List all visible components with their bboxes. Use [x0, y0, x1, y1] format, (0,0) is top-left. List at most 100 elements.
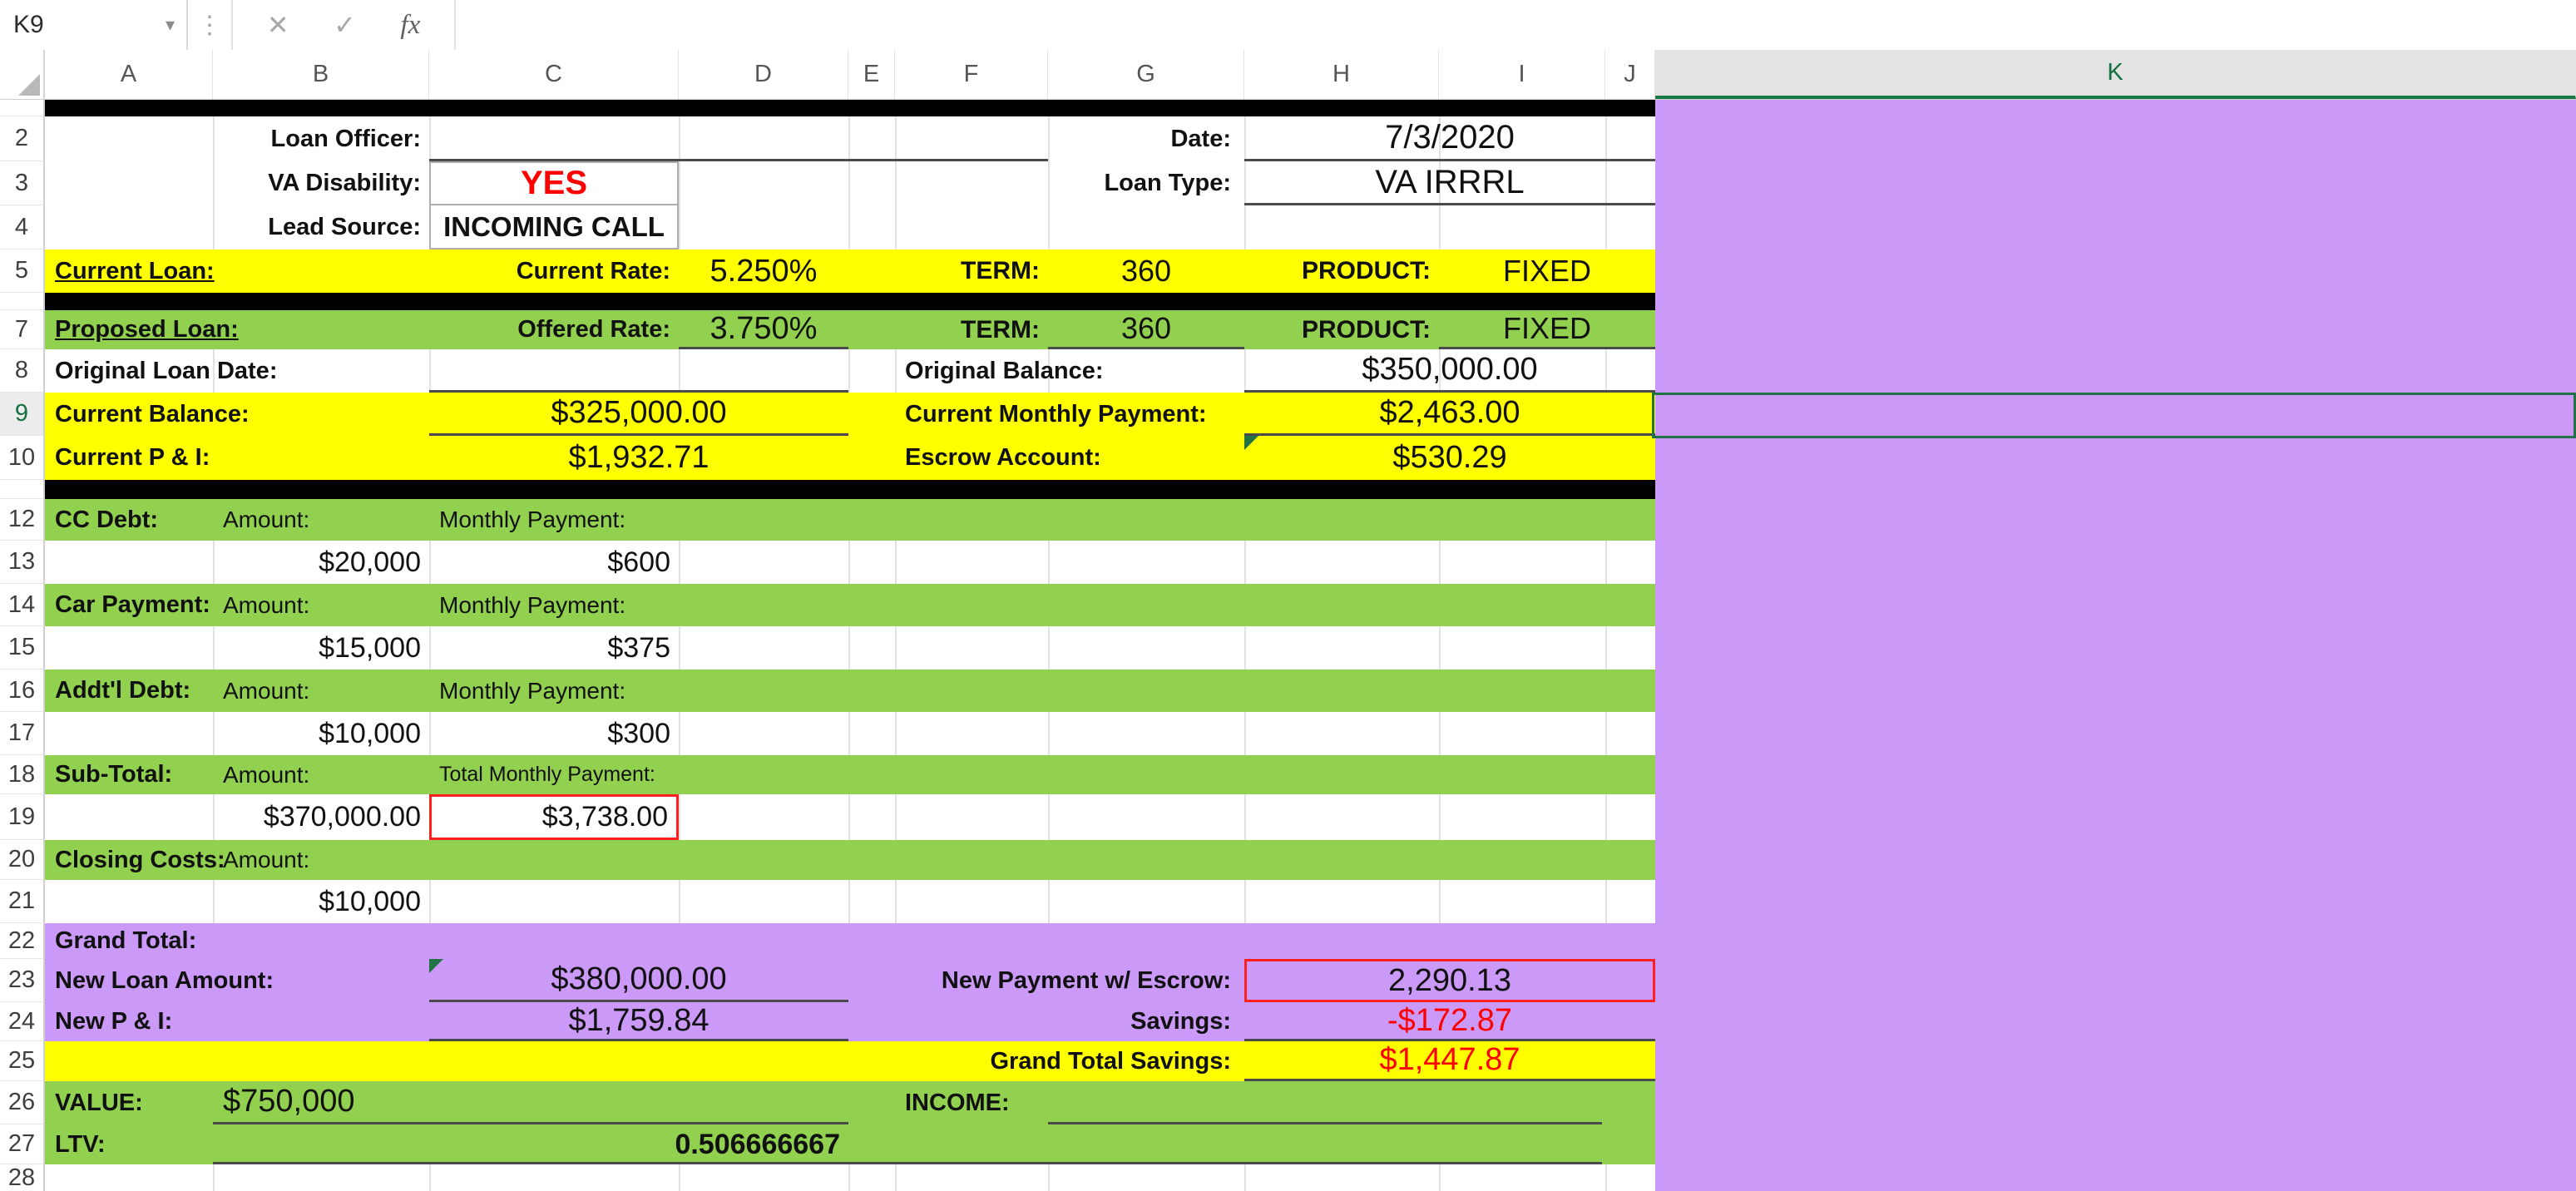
row-header-14[interactable]: 14 [0, 584, 45, 626]
cc-debt-payment-cell[interactable]: $600 [607, 546, 670, 578]
addtl-debt-amount-label-cell[interactable]: Amount: [223, 677, 310, 704]
proposed-product-label-cell[interactable]: PRODUCT: [1302, 315, 1431, 343]
original-balance-label-cell[interactable]: Original Balance: [905, 357, 1104, 384]
value-value-cell[interactable]: $750,000 [213, 1081, 848, 1124]
current-pi-value-cell[interactable]: $1,932.71 [568, 440, 710, 475]
enter-icon[interactable]: ✓ [334, 10, 356, 40]
cancel-icon[interactable]: ✕ [266, 10, 289, 40]
column-header-f[interactable]: F [895, 50, 1048, 99]
new-pi-label-cell[interactable]: New P & I: [55, 1008, 173, 1035]
savings-label-cell[interactable]: Savings: [1130, 1008, 1231, 1035]
value-label-cell[interactable]: VALUE: [55, 1089, 143, 1116]
row-header-26[interactable]: 26 [0, 1081, 45, 1124]
new-loan-amount-value-cell[interactable]: $380,000.00 [429, 959, 848, 1002]
subtotal-amount-label-cell[interactable]: Amount: [223, 761, 310, 788]
row-header-28[interactable]: 28 [0, 1164, 45, 1191]
va-disability-label-cell[interactable]: VA Disability: [268, 170, 421, 196]
subtotal-amount-cell[interactable]: $370,000.00 [263, 801, 421, 833]
date-label-cell[interactable]: Date: [1170, 125, 1231, 152]
ltv-value-cell[interactable]: 0.506666667 [675, 1128, 840, 1160]
date-value-cell[interactable]: 7/3/2020 [1244, 116, 1655, 161]
column-header-i[interactable]: I [1439, 50, 1605, 99]
row-header-25[interactable]: 25 [0, 1041, 45, 1081]
row-header-17[interactable]: 17 [0, 712, 45, 755]
loan-officer-label-cell[interactable]: Loan Officer: [270, 125, 421, 152]
subtotal-payment-label-cell[interactable]: Total Monthly Payment: [439, 763, 655, 786]
original-loan-date-input-cell[interactable] [429, 349, 848, 393]
row-header-13[interactable]: 13 [0, 541, 45, 584]
current-rate-label-cell[interactable]: Current Rate: [516, 257, 670, 284]
row-header-2[interactable]: 2 [0, 116, 45, 161]
insert-function-icon[interactable]: fx [400, 9, 421, 40]
current-balance-label-cell[interactable]: Current Balance: [55, 400, 250, 427]
cc-debt-amount-cell[interactable]: $20,000 [319, 546, 421, 578]
closing-costs-name-cell[interactable]: Closing Costs: [55, 846, 225, 873]
lead-source-value-cell[interactable]: INCOMING CALL [429, 205, 679, 250]
current-term-value-cell[interactable]: 360 [1120, 254, 1172, 288]
column-header-c[interactable]: C [429, 50, 679, 99]
va-disability-value-cell[interactable]: YES [429, 161, 679, 205]
new-loan-amount-label-cell[interactable]: New Loan Amount: [55, 966, 274, 994]
name-box[interactable]: K9 ▾ [0, 0, 188, 50]
row-header-8[interactable]: 8 [0, 349, 45, 393]
addtl-debt-payment-cell[interactable]: $300 [607, 717, 670, 749]
original-balance-value-cell[interactable]: $350,000.00 [1244, 349, 1655, 393]
grand-total-savings-label-cell[interactable]: Grand Total Savings: [990, 1047, 1231, 1075]
current-rate-value-cell[interactable]: 5.250% [710, 253, 818, 289]
proposed-term-label-cell[interactable]: TERM: [961, 315, 1040, 343]
loan-type-label-cell[interactable]: Loan Type: [1104, 170, 1231, 196]
row-header-22[interactable]: 22 [0, 923, 45, 959]
car-payment-payment-label-cell[interactable]: Monthly Payment: [439, 591, 626, 618]
current-term-label-cell[interactable]: TERM: [961, 257, 1040, 284]
row-header-15[interactable]: 15 [0, 626, 45, 670]
ltv-label-cell[interactable]: LTV: [55, 1130, 106, 1158]
name-box-dropdown-icon[interactable]: ▾ [165, 14, 175, 35]
column-k-purple-fill[interactable] [1655, 100, 2576, 1191]
closing-costs-amount-label-cell[interactable]: Amount: [223, 847, 310, 872]
row-header-3[interactable]: 3 [0, 161, 45, 205]
column-header-j[interactable]: J [1605, 50, 1655, 99]
car-payment-amount-label-cell[interactable]: Amount: [223, 591, 310, 618]
escrow-label-cell[interactable]: Escrow Account: [905, 444, 1101, 471]
car-payment-amount-cell[interactable]: $15,000 [319, 631, 421, 664]
current-monthly-payment-value-cell[interactable]: $2,463.00 [1244, 393, 1655, 436]
select-all-corner[interactable] [0, 50, 45, 99]
row-header-23[interactable]: 23 [0, 959, 45, 1002]
new-payment-label-cell[interactable]: New Payment w/ Escrow: [941, 966, 1231, 994]
row-header-21[interactable]: 21 [0, 880, 45, 923]
column-header-g[interactable]: G [1048, 50, 1244, 99]
current-loan-section-cell[interactable]: Current Loan: [55, 257, 215, 284]
subtotal-payment-cell-highlighted[interactable]: $3,738.00 [429, 794, 679, 840]
savings-value-cell[interactable]: -$172.87 [1244, 1002, 1655, 1041]
closing-costs-amount-cell[interactable]: $10,000 [319, 885, 421, 917]
current-balance-value-cell[interactable]: $325,000.00 [429, 393, 848, 436]
row-header-16[interactable]: 16 [0, 670, 45, 712]
row-header-18[interactable]: 18 [0, 755, 45, 794]
current-product-value-cell[interactable]: FIXED [1502, 254, 1591, 288]
column-header-k-selected[interactable]: K [1655, 50, 2576, 99]
income-input-cell[interactable] [1048, 1081, 1602, 1124]
current-product-label-cell[interactable]: PRODUCT: [1302, 257, 1431, 284]
new-payment-value-cell-highlighted[interactable]: 2,290.13 [1244, 959, 1655, 1002]
row-header-20[interactable]: 20 [0, 840, 45, 880]
loan-officer-input-cell[interactable] [429, 116, 1048, 161]
row-header-19[interactable]: 19 [0, 794, 45, 840]
current-monthly-payment-label-cell[interactable]: Current Monthly Payment: [905, 400, 1207, 427]
column-header-b[interactable]: B [213, 50, 429, 99]
selected-cell-k9[interactable] [1652, 393, 2576, 438]
column-header-e[interactable]: E [848, 50, 895, 99]
escrow-value-cell[interactable]: $530.29 [1392, 440, 1507, 475]
current-pi-label-cell[interactable]: Current P & I: [55, 444, 210, 471]
row-header-5[interactable]: 5 [0, 250, 45, 293]
proposed-product-value-cell[interactable]: FIXED [1439, 310, 1655, 349]
offered-rate-value-cell[interactable]: 3.750% [679, 310, 848, 349]
row-header-10[interactable]: 10 [0, 436, 45, 480]
income-label-cell[interactable]: INCOME: [905, 1089, 1010, 1116]
offered-rate-label-cell[interactable]: Offered Rate: [517, 316, 670, 343]
row-header-24[interactable]: 24 [0, 1002, 45, 1041]
subtotal-name-cell[interactable]: Sub-Total: [55, 761, 173, 788]
cc-debt-amount-label-cell[interactable]: Amount: [223, 507, 310, 532]
addtl-debt-amount-cell[interactable]: $10,000 [319, 717, 421, 749]
original-loan-date-label-cell[interactable]: Original Loan Date: [55, 357, 278, 384]
cc-debt-name-cell[interactable]: CC Debt: [55, 506, 159, 533]
